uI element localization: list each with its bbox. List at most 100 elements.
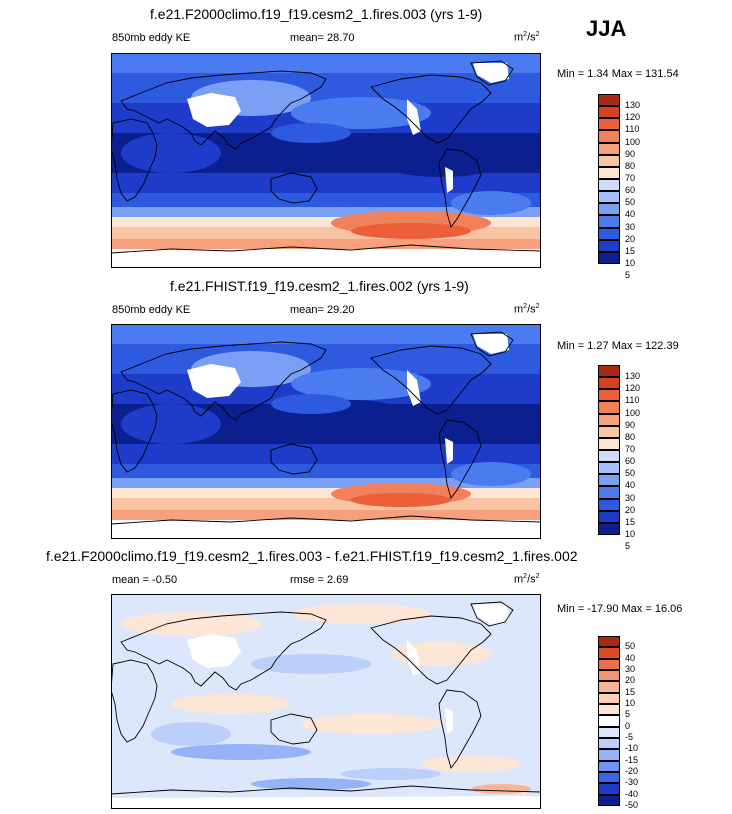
panel1-mean-label: mean= 28.70 <box>290 32 355 44</box>
panel1-field-blob <box>381 149 501 177</box>
panel1-field-blob <box>271 123 351 143</box>
panel3-colorbar-tick: -15 <box>625 754 639 765</box>
panel1-colorbar-box <box>598 118 620 131</box>
panel3-coastline <box>120 611 327 691</box>
panel1-colorbar-box <box>598 215 620 228</box>
panel3-colorbar-box <box>598 738 620 750</box>
panel2-masked-region <box>187 364 241 398</box>
panel2-field-blob <box>351 493 451 507</box>
panel3-field-blob <box>121 612 261 636</box>
panel3-field-blob <box>171 744 311 760</box>
panel1-colorbar-tick: 90 <box>625 148 636 159</box>
panel3-field-blob <box>251 654 371 674</box>
panel3-field-blob <box>151 722 231 746</box>
season-label: JJA <box>586 16 627 41</box>
panel3-colorbar-tick: 0 <box>625 720 631 731</box>
panel3-field-blob <box>301 714 441 734</box>
panel2-map <box>111 324 541 539</box>
panel1-colorbar-box <box>598 203 620 216</box>
panel3-colorbar-box <box>598 760 620 772</box>
panel3-colorbar-box <box>598 636 620 648</box>
panel2-colorbar-box <box>598 462 620 475</box>
panel3-masked-region <box>407 640 421 676</box>
panel3-field-blob <box>341 768 441 780</box>
panel1-colorbar-tick: 110 <box>625 124 640 135</box>
panel2-field-blob <box>121 404 221 444</box>
panel3-colorbar-box <box>598 658 620 670</box>
panel3-masked-region <box>111 796 541 809</box>
panel1-colorbar-tick: 130 <box>625 100 641 111</box>
panel2-coastline <box>270 443 318 475</box>
panel2-units-label: m2/s2 <box>514 303 540 316</box>
panel2-coastline <box>120 341 327 421</box>
panel3-colorbar-tick: -30 <box>625 777 639 788</box>
panel1-masked-region <box>445 167 453 193</box>
panel2-coastline <box>438 419 482 499</box>
panel3-masked-region <box>187 634 241 668</box>
panel1-coastline <box>111 244 541 268</box>
panel1-field-blob <box>451 191 531 215</box>
panel3-title: f.e21.F2000climo.f19_f19.cesm2_1.fires.0… <box>46 548 578 564</box>
panel1-colorbar-tick: 80 <box>625 160 636 171</box>
panel2-field-blob <box>291 368 431 400</box>
panel2-field-blob <box>451 462 531 486</box>
panel3-colorbar-tick: 10 <box>625 698 636 708</box>
panel2-colorbar-box <box>598 474 620 487</box>
panel1-colorbar-tick: 60 <box>625 185 636 196</box>
panel2-colorbar-tick: 130 <box>625 371 641 382</box>
panel2-masked-region <box>445 438 453 464</box>
panel1-title: f.e21.F2000climo.f19_f19.cesm2_1.fires.0… <box>150 6 483 22</box>
panel1-masked-region <box>187 93 241 127</box>
panel1-colorbar-tick: 40 <box>625 209 636 220</box>
panel3-colorbar-tick: 20 <box>625 675 636 686</box>
panel3-frame <box>111 594 541 809</box>
panel1-frame <box>111 53 541 268</box>
panel1-colorbar: 130 120 110 100 90 80 70 60 50 40 30 20 15 10 5 <box>598 94 688 280</box>
panel3-coastline <box>111 659 158 743</box>
panel3-masked-region <box>473 604 509 624</box>
panel2-variable-label: 850mb eddy KE <box>112 304 191 316</box>
panel2-field-band <box>111 344 541 374</box>
panel2-field-band <box>111 464 541 478</box>
panel3-colorbar-tick: -10 <box>625 743 639 754</box>
panel1-field-band <box>111 73 541 103</box>
panel2-colorbar-tick: 15 <box>625 516 636 527</box>
panel1-colorbar-box <box>598 166 620 179</box>
panel2-colorbar-box <box>598 498 620 511</box>
panel1-colorbar-box <box>598 227 620 240</box>
panel2-colorbar-tick: 60 <box>625 456 636 467</box>
panel1-colorbar-box <box>598 106 620 119</box>
panel1-field-blob <box>121 133 221 173</box>
panel2-field-band <box>111 488 541 498</box>
panel2-minmax: Min = 1.27 Max = 122.39 <box>557 340 679 352</box>
panel2-colorbar-tick: 40 <box>625 480 636 491</box>
panel2-masked-region <box>407 370 421 406</box>
panel2-colorbar-box <box>598 413 620 426</box>
panel1-minmax: Min = 1.34 Max = 131.54 <box>557 68 679 80</box>
panel3-colorbar-tick: 15 <box>625 686 636 697</box>
panel3-colorbar-tick: 30 <box>625 664 636 674</box>
panel1-colorbar-box <box>598 154 620 167</box>
panel1-coastline <box>270 172 318 204</box>
panel2-colorbar-box <box>598 401 620 414</box>
panel1-colorbar-tick: 100 <box>625 136 641 147</box>
panel1-masked-region <box>407 99 421 135</box>
panel2-colorbar-box <box>598 389 620 402</box>
panel2-colorbar-tick: 120 <box>625 383 641 394</box>
panel1-colorbar-tick: 20 <box>625 233 636 244</box>
panel2-coastline <box>470 331 514 357</box>
panel2-coastline <box>370 345 492 415</box>
panel3-colorbar-tick: -50 <box>625 800 639 810</box>
panel1-colorbar-box <box>598 191 620 204</box>
panel3-coastline <box>370 615 492 685</box>
panel1-masked-region <box>111 255 541 268</box>
panel1-coastline <box>111 118 158 202</box>
panel3-map <box>111 594 541 809</box>
panel3-field-blob <box>291 604 431 624</box>
panel3-colorbar-box <box>598 794 620 806</box>
panel2-colorbar-box <box>598 522 620 535</box>
panel1-colorbar-box <box>598 179 620 192</box>
panel1-coastline <box>438 148 482 228</box>
panel1-colorbar-box <box>598 239 620 252</box>
panel1-units-label: m2/s2 <box>514 31 540 44</box>
